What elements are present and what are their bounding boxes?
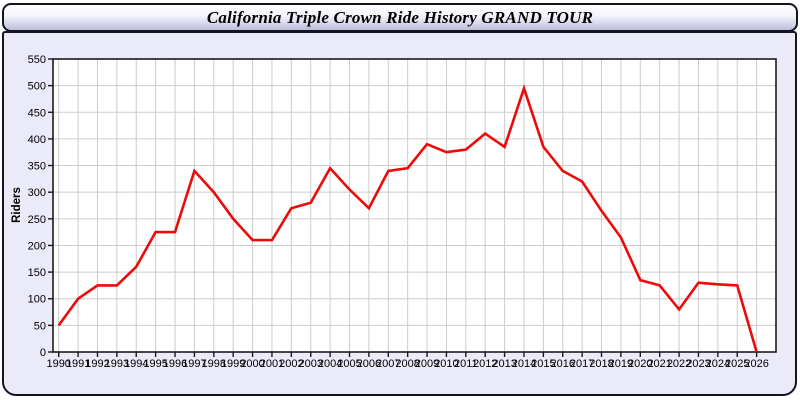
x-tick-label: 1990 [46, 358, 70, 370]
x-tick-label: 2007 [376, 358, 400, 370]
title-bar: California Triple Crown Ride History GRA… [2, 3, 798, 32]
x-tick-label: 1997 [182, 358, 206, 370]
x-tick-label: 2022 [667, 358, 691, 370]
y-tick-label: 150 [28, 267, 46, 279]
y-tick-label: 200 [28, 240, 46, 252]
riders-series-line [57, 84, 758, 353]
x-tick-label: 2013 [492, 358, 516, 370]
x-tick-label: 2003 [298, 358, 322, 370]
y-tick-label: 500 [28, 81, 46, 93]
y-tick-label: 350 [28, 161, 46, 173]
x-tick-label: 1996 [163, 358, 187, 370]
y-axis-title: Riders [11, 187, 23, 223]
x-tick-label: 1991 [66, 358, 90, 370]
x-tick-label: 2001 [260, 358, 284, 370]
x-tick-label: 2000 [240, 358, 264, 370]
x-tick-label: 2016 [551, 358, 575, 370]
x-tick-label: 1994 [124, 358, 148, 370]
x-tick-label: 2010 [434, 358, 458, 370]
x-tick-label: 2008 [395, 358, 419, 370]
x-tick-label: 1998 [202, 358, 226, 370]
y-tick-label: 50 [34, 320, 46, 332]
x-tick-label: 2026 [744, 358, 768, 370]
x-tick-label: 1993 [105, 358, 129, 370]
plot-area [53, 59, 776, 352]
x-tick-label: 2017 [570, 358, 594, 370]
y-tick-label: 0 [40, 347, 46, 359]
x-tick-label: 2012 [473, 358, 497, 370]
y-tick-label: 250 [28, 214, 46, 226]
x-tick-label: 2004 [318, 358, 342, 370]
x-tick-label: 2005 [337, 358, 361, 370]
x-tick-label: 2011 [454, 358, 478, 370]
x-tick-label: 1999 [221, 358, 245, 370]
x-tick-label: 2015 [531, 358, 555, 370]
x-tick-label: 1995 [143, 358, 167, 370]
x-tick-label: 2002 [279, 358, 303, 370]
x-tick-label: 2018 [589, 358, 613, 370]
x-tick-label: 2025 [725, 358, 749, 370]
x-tick-label: 2020 [628, 358, 652, 370]
y-tick-label: 400 [28, 134, 46, 146]
x-tick-label: 2021 [647, 358, 671, 370]
y-tick-label: 300 [28, 187, 46, 199]
x-tick-label: 2024 [706, 358, 730, 370]
x-tick-label: 2014 [512, 358, 536, 370]
plot-border [52, 58, 777, 353]
x-tick-label: 2006 [357, 358, 381, 370]
x-tick-label: 1992 [85, 358, 109, 370]
x-tick-label: 2023 [686, 358, 710, 370]
y-tick-label: 450 [28, 107, 46, 119]
y-tick-label: 100 [28, 294, 46, 306]
x-tick-label: 2019 [609, 358, 633, 370]
page-title: California Triple Crown Ride History GRA… [206, 7, 594, 27]
x-tick-label: 2009 [415, 358, 439, 370]
y-tick-label: 550 [28, 54, 46, 66]
